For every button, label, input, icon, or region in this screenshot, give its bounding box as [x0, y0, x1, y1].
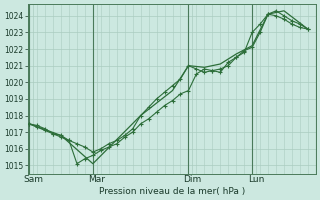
X-axis label: Pression niveau de la mer( hPa ): Pression niveau de la mer( hPa )	[99, 187, 245, 196]
